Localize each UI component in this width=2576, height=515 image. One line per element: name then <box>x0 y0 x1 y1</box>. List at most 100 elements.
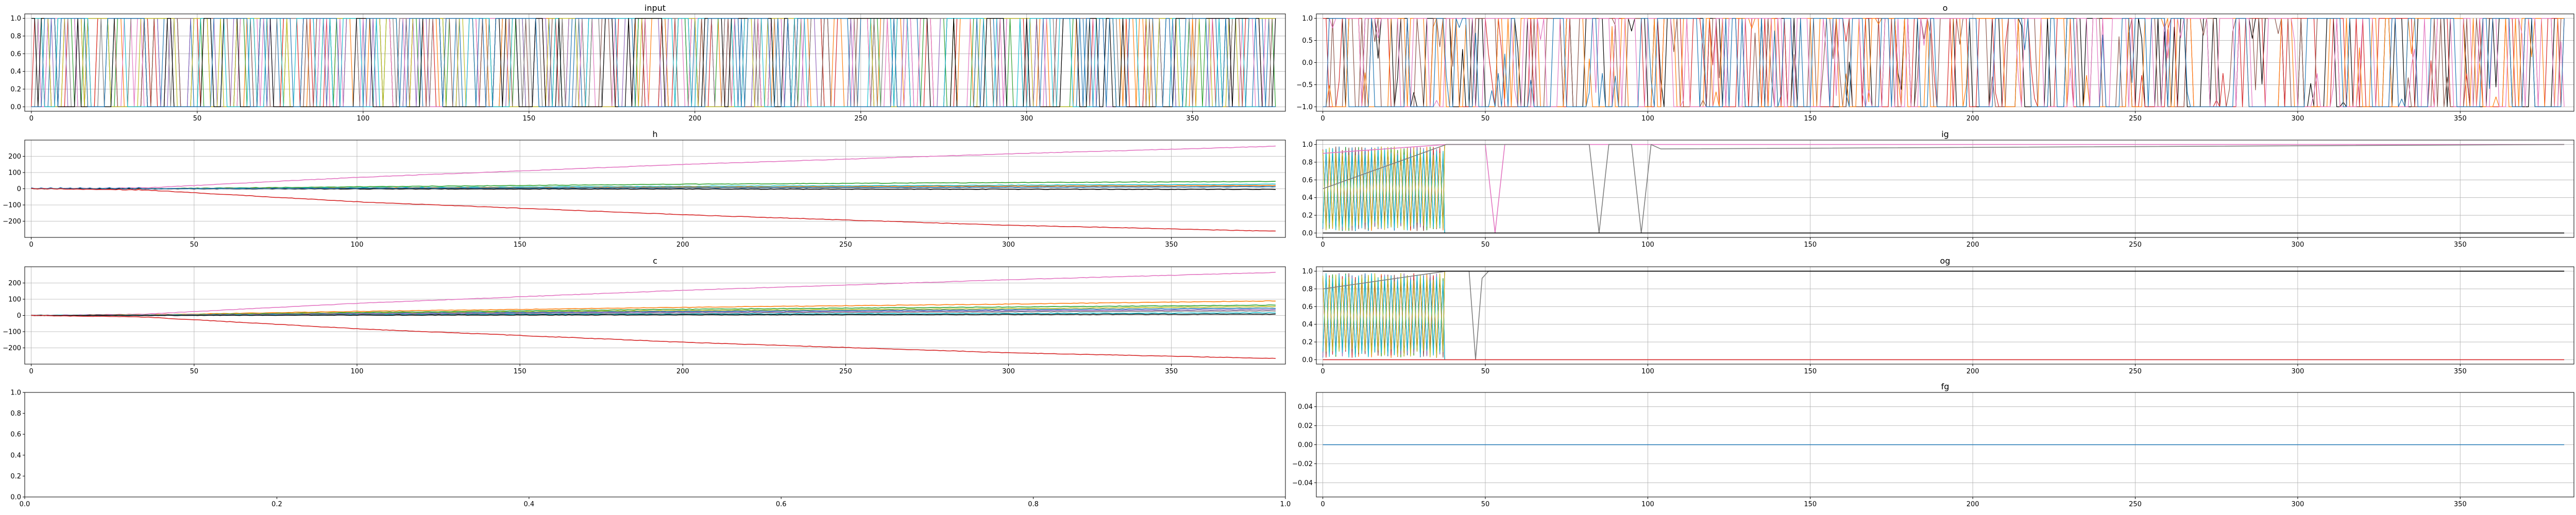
x-tick-label: 0.6 <box>776 501 787 508</box>
series-line <box>31 18 1276 107</box>
panel-c: 0 50 100 150 200 250 300 350 −200 −100 0 100 200 c <box>3 256 1286 375</box>
y-tick-label: 0.8 <box>1302 159 1313 166</box>
series-line <box>31 312 1276 316</box>
y-tick-label: 0.4 <box>10 68 21 76</box>
panel-h: 0 50 100 150 200 250 300 350 −200 −100 0 100 200 h <box>3 129 1286 249</box>
y-tick-label: −1.0 <box>1296 104 1313 111</box>
y-tick-label: 0.0 <box>1302 356 1313 364</box>
x-tick-label: 300 <box>2291 501 2304 508</box>
panel-empty: 0.0 0.2 0.4 0.6 0.8 1.0 0.0 0.2 0.4 0.6 0.8 1.0 <box>10 389 1291 509</box>
x-tick-label: 150 <box>514 368 527 375</box>
x-tick-label: 200 <box>1967 115 1979 123</box>
x-tick-label: 250 <box>2129 115 2142 123</box>
y-tick-label: 0.04 <box>1298 403 1313 411</box>
x-tick-label: 200 <box>676 241 689 249</box>
x-tick-label: 0.0 <box>20 501 30 508</box>
x-tick-label: 100 <box>357 115 369 123</box>
axes-frame <box>1316 140 2574 238</box>
y-tick-label: 0.4 <box>1302 194 1313 202</box>
x-tick-label: 150 <box>514 241 527 249</box>
y-tick-label: 200 <box>8 153 21 161</box>
x-tick-label: 350 <box>2454 115 2467 123</box>
y-tick-label: 0.2 <box>10 86 21 94</box>
x-tick-label: 50 <box>1481 241 1490 249</box>
x-tick-label: 350 <box>2454 368 2467 375</box>
series-line <box>31 18 1276 107</box>
x-tick-label: 150 <box>1804 115 1817 123</box>
series-line <box>31 181 1276 190</box>
y-tick-label: 0.0 <box>10 494 21 502</box>
panel-title: og <box>1940 256 1951 266</box>
series-line <box>31 18 1276 107</box>
x-tick-label: 300 <box>2291 241 2304 249</box>
x-tick-label: 200 <box>1967 368 1979 375</box>
x-tick-label: 1.0 <box>1280 501 1291 508</box>
x-tick-label: 0.4 <box>523 501 534 508</box>
x-tick-label: 250 <box>2129 501 2142 508</box>
y-tick-label: 100 <box>8 169 21 177</box>
series-line <box>31 313 1276 316</box>
series-line <box>31 18 1276 107</box>
series-line <box>31 186 1276 190</box>
series-line <box>31 271 1276 316</box>
panel-o: 0 50 100 150 200 250 300 350 −1.0 −0.5 0.0 0.5 1.0 o <box>1296 3 2574 123</box>
series-line <box>31 188 1276 232</box>
y-tick-label: 0.0 <box>1302 59 1313 67</box>
y-tick-label: −0.5 <box>1296 81 1313 89</box>
x-tick-label: 300 <box>1002 241 1015 249</box>
plot-area <box>1323 144 2565 234</box>
plot-area <box>1323 270 2565 360</box>
series-line <box>1323 147 1445 233</box>
y-tick-label: 0.0 <box>1302 230 1313 237</box>
series-line <box>1323 271 1445 358</box>
plot-area <box>31 145 1276 232</box>
y-tick-label: 0.6 <box>10 431 21 439</box>
y-tick-label: 0.8 <box>10 32 21 40</box>
x-tick-label: 200 <box>1967 241 1979 249</box>
x-tick-label: 100 <box>1641 241 1654 249</box>
series-line <box>31 145 1276 190</box>
series-line <box>31 315 1276 359</box>
x-tick-label: 100 <box>1641 115 1654 123</box>
series-line <box>31 18 1276 107</box>
x-tick-label: 150 <box>522 115 535 123</box>
x-tick-label: 300 <box>2291 115 2304 123</box>
series-line <box>31 18 1276 107</box>
x-tick-label: 250 <box>2129 241 2142 249</box>
y-tick-label: 1.0 <box>10 15 21 23</box>
x-tick-label: 0 <box>1320 241 1325 249</box>
series-line <box>1323 273 1445 360</box>
plot-area <box>31 271 1276 359</box>
y-tick-label: −200 <box>3 218 21 226</box>
axes-frame <box>24 13 1286 112</box>
panel-title: input <box>645 3 666 13</box>
y-tick-label: 1.0 <box>1302 15 1313 23</box>
axes-frame <box>24 392 1286 497</box>
y-tick-label: 1.0 <box>1302 141 1313 149</box>
x-tick-label: 0.8 <box>1028 501 1039 508</box>
y-tick-label: 1.0 <box>10 389 21 397</box>
y-tick-label: 0 <box>17 185 21 193</box>
x-tick-label: 50 <box>190 241 199 249</box>
plot-area <box>31 18 1276 107</box>
y-tick-label: 0.8 <box>1302 285 1313 293</box>
y-tick-label: 100 <box>8 296 21 304</box>
x-tick-label: 250 <box>839 368 852 375</box>
y-tick-label: 0.02 <box>1298 422 1313 430</box>
y-tick-label: 0.8 <box>10 410 21 418</box>
series-line <box>31 18 1276 107</box>
y-tick-label: 0.6 <box>10 50 21 58</box>
series-line <box>1323 144 1445 231</box>
x-tick-label: 100 <box>1641 501 1654 508</box>
series-line <box>31 18 1276 107</box>
x-tick-label: 100 <box>1641 368 1654 375</box>
y-tick-label: 0 <box>17 312 21 320</box>
x-tick-label: 100 <box>351 241 364 249</box>
y-tick-label: −0.04 <box>1292 479 1313 487</box>
series-line <box>1323 18 2565 107</box>
x-tick-label: 350 <box>1165 368 1178 375</box>
panel-title: o <box>1943 3 1948 13</box>
x-tick-label: 0 <box>29 241 33 249</box>
